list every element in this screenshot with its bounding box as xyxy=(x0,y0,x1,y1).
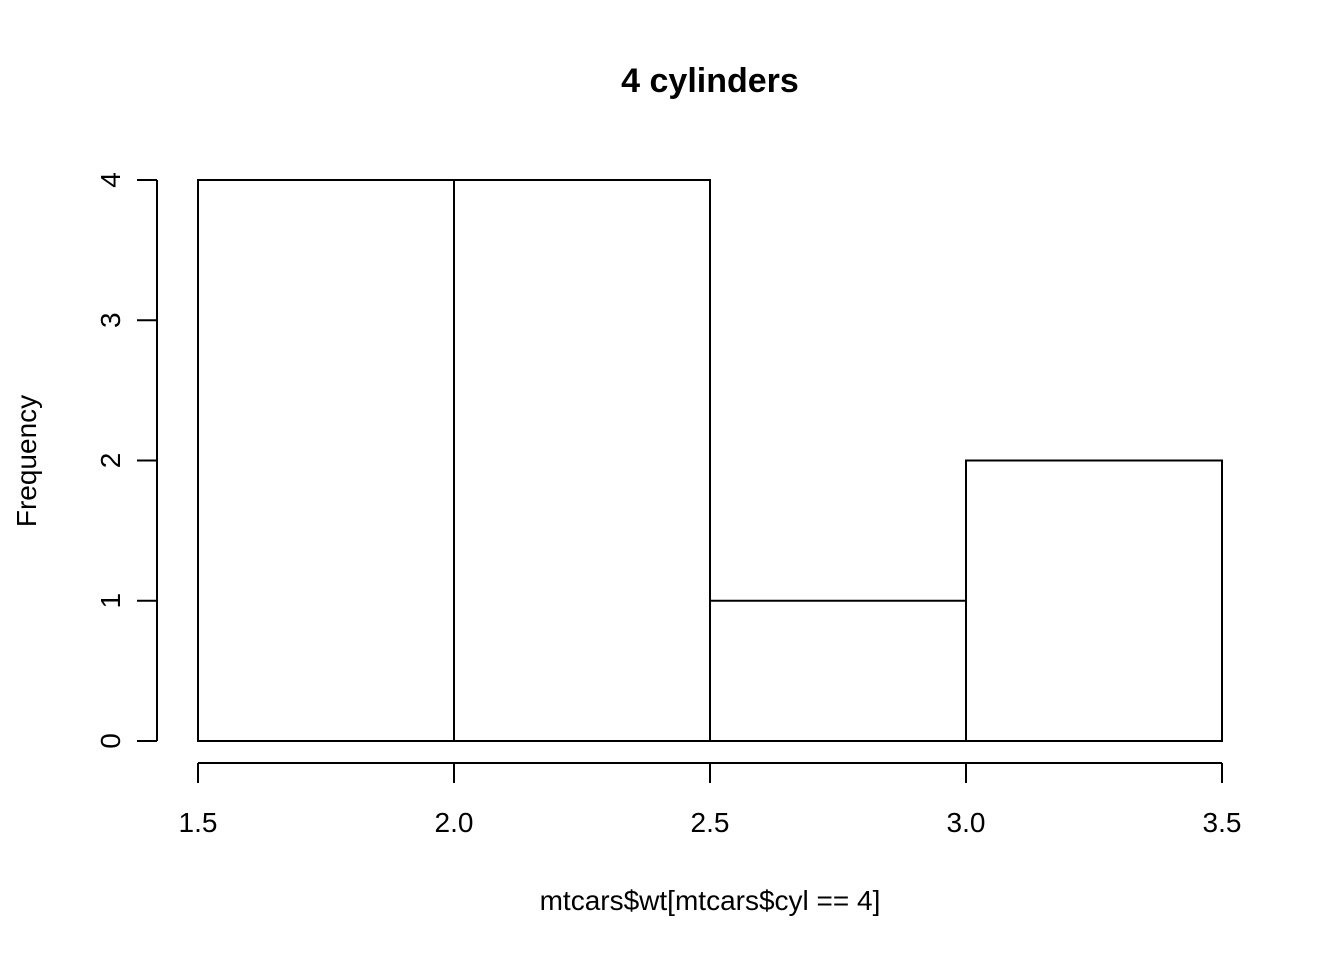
x-axis-label: mtcars$wt[mtcars$cyl == 4] xyxy=(540,885,881,916)
chart-title: 4 cylinders xyxy=(621,62,799,100)
x-tick-label: 2.5 xyxy=(691,807,730,838)
histogram-bar-1 xyxy=(197,179,455,742)
x-axis: 1.5 2.0 2.5 3.0 3.5 xyxy=(179,762,1242,838)
y-axis-label: Frequency xyxy=(11,395,42,527)
y-tick-label: 3 xyxy=(95,312,126,328)
x-tick-label: 3.5 xyxy=(1203,807,1242,838)
y-tick-label: 0 xyxy=(95,733,126,749)
x-tick-label: 1.5 xyxy=(179,807,218,838)
y-tick-label: 2 xyxy=(95,453,126,469)
y-tick-label: 4 xyxy=(95,172,126,188)
y-axis: 0 1 2 3 4 xyxy=(95,172,158,749)
histogram-bar-4 xyxy=(965,459,1223,742)
x-tick-label: 2.0 xyxy=(435,807,474,838)
histogram-bar-3 xyxy=(709,599,967,742)
bars-group xyxy=(197,179,1223,742)
y-tick-label: 1 xyxy=(95,593,126,609)
histogram-bar-2 xyxy=(453,179,711,742)
x-tick-label: 3.0 xyxy=(947,807,986,838)
